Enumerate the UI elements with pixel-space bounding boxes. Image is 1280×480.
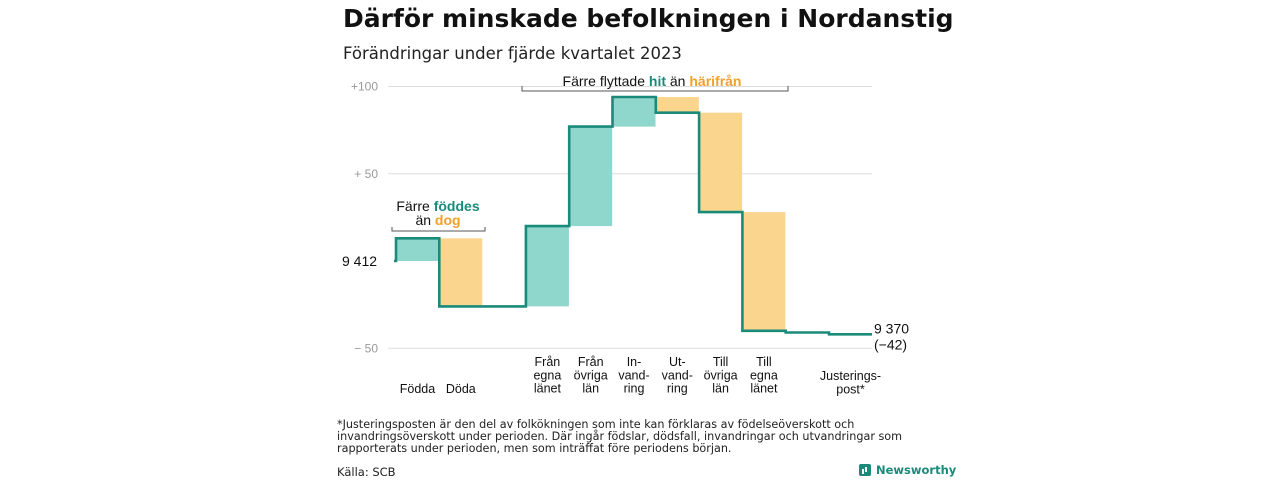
category-label: vand-: [662, 368, 693, 382]
waterfall-bar: [396, 238, 439, 261]
end-value-label: 9 370: [874, 320, 909, 336]
migration-annotation: Färre flyttade hit än härifrån: [563, 73, 742, 89]
end-change-label: (−42): [874, 336, 907, 352]
category-label: länet: [534, 382, 562, 396]
category-label: länet: [750, 382, 778, 396]
birth-bracket: [391, 227, 486, 232]
category-label: Till: [756, 355, 772, 369]
category-label: län: [582, 382, 599, 396]
step-line: [394, 95, 872, 336]
source-label: Källa: SCB: [337, 465, 396, 479]
birth-annotation-line1: Färre föddes: [396, 198, 479, 214]
waterfall-bar: [439, 238, 483, 307]
category-label: ring: [624, 382, 645, 396]
chart-subtitle: Förändringar under fjärde kvartalet 2023: [343, 44, 682, 63]
category-label: egna: [533, 368, 561, 382]
waterfall-bar: [699, 112, 743, 213]
category-label: Från: [535, 355, 561, 369]
y-tick-label: + 50: [354, 167, 378, 181]
bar-chart-icon: [859, 464, 871, 476]
start-value-label: 9 412: [342, 253, 377, 269]
brand-logo: Newsworthy: [859, 463, 956, 477]
waterfall-bar: [612, 96, 656, 127]
category-label: övriga: [574, 368, 608, 382]
migration-bracket: [521, 86, 789, 92]
footnote: *Justeringsposten är den del av folkökni…: [337, 418, 903, 455]
category-label: post*: [836, 382, 865, 396]
category-label: Döda: [446, 382, 476, 396]
category-label: egna: [750, 368, 778, 382]
category-label: Från: [578, 355, 604, 369]
waterfall-bar: [569, 126, 613, 227]
category-label: ring: [667, 382, 688, 396]
waterfall-bar: [525, 226, 569, 307]
category-label: vand-: [618, 368, 649, 382]
waterfall-bar: [742, 212, 786, 331]
category-label: övriga: [704, 368, 738, 382]
category-label: In-: [627, 355, 642, 369]
waterfall-bar: [655, 96, 699, 113]
category-label: Födda: [400, 382, 435, 396]
category-label: Justerings-: [820, 369, 881, 383]
chart-title: Därför minskade befolkningen i Nordansti…: [343, 4, 954, 33]
y-tick-label: − 50: [354, 341, 378, 355]
birth-annotation-line2: än dog: [415, 212, 460, 228]
brand-name: Newsworthy: [876, 463, 957, 477]
y-tick-label: +100: [351, 80, 378, 94]
category-label: Ut-: [669, 355, 686, 369]
category-label: Till: [713, 355, 729, 369]
category-label: län: [712, 382, 729, 396]
